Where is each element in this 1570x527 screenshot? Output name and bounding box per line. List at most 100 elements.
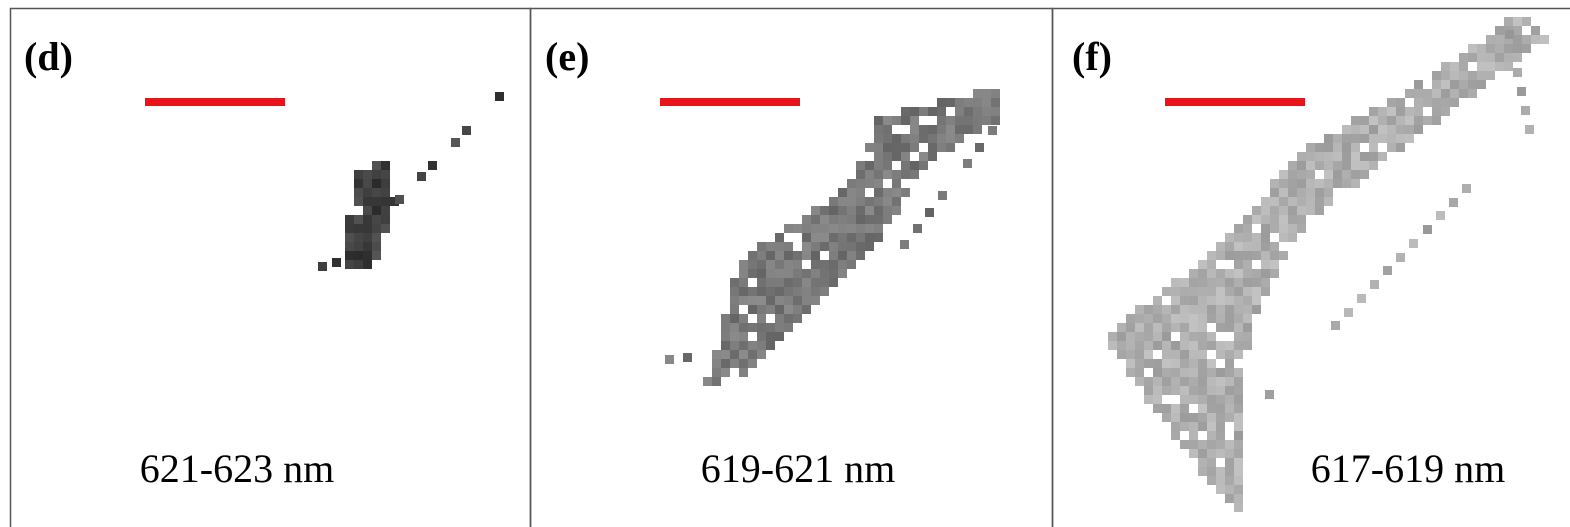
pixel xyxy=(856,197,865,206)
pixel xyxy=(381,161,390,170)
pixel xyxy=(1216,269,1225,278)
pixel xyxy=(1450,89,1459,98)
pixel xyxy=(1117,350,1126,359)
panel-caption: 621-623 nm xyxy=(140,446,334,491)
pixel xyxy=(1270,224,1279,233)
pixel xyxy=(1432,116,1441,125)
pixel xyxy=(1405,134,1414,143)
pixel xyxy=(739,368,748,377)
pixel xyxy=(1423,225,1432,234)
pixel xyxy=(1540,35,1549,44)
pixel xyxy=(1504,35,1513,44)
pixel xyxy=(874,125,883,134)
pixel xyxy=(829,242,838,251)
pixel xyxy=(354,260,363,269)
pixel xyxy=(1324,170,1333,179)
pixel xyxy=(1243,341,1252,350)
pixel xyxy=(874,215,883,224)
pixel xyxy=(964,125,973,134)
pixel xyxy=(838,269,847,278)
pixel xyxy=(847,206,856,215)
pixel xyxy=(1261,278,1270,287)
pixel xyxy=(1198,395,1207,404)
pixel xyxy=(1396,107,1405,116)
pixel xyxy=(856,224,865,233)
pixel xyxy=(820,215,829,224)
pixel xyxy=(793,224,802,233)
pixel xyxy=(1288,233,1297,242)
pixel xyxy=(982,107,991,116)
pixel xyxy=(739,278,748,287)
pixel xyxy=(1357,294,1366,303)
pixel xyxy=(874,233,883,242)
pixel xyxy=(1234,350,1243,359)
pixel xyxy=(901,188,910,197)
pixel xyxy=(973,125,982,134)
pixel xyxy=(1225,242,1234,251)
pixel xyxy=(1333,152,1342,161)
pixel xyxy=(1162,314,1171,323)
pixel xyxy=(847,179,856,188)
pixel xyxy=(1171,377,1180,386)
pixel xyxy=(847,233,856,242)
pixel xyxy=(847,197,856,206)
pixel xyxy=(1315,206,1324,215)
pixel xyxy=(757,260,766,269)
pixel xyxy=(856,233,865,242)
pixel xyxy=(838,224,847,233)
pixel xyxy=(748,251,757,260)
pixel xyxy=(1234,377,1243,386)
pixel xyxy=(802,233,811,242)
pixel xyxy=(1486,71,1495,80)
pixel xyxy=(901,134,910,143)
pixel xyxy=(1198,269,1207,278)
pixel xyxy=(1252,269,1261,278)
pixel xyxy=(802,296,811,305)
pixel xyxy=(1531,35,1540,44)
pixel xyxy=(345,233,354,242)
pixel xyxy=(910,170,919,179)
pixel xyxy=(1198,467,1207,476)
pixel xyxy=(1207,260,1216,269)
pixel xyxy=(829,197,838,206)
pixel xyxy=(1243,260,1252,269)
pixel xyxy=(793,305,802,314)
pixel xyxy=(1189,413,1198,422)
pixel xyxy=(1108,332,1117,341)
pixel xyxy=(1432,98,1441,107)
pixel xyxy=(829,260,838,269)
pixel xyxy=(1360,161,1369,170)
pixel xyxy=(964,116,973,125)
pixel xyxy=(1207,458,1216,467)
pixel xyxy=(838,188,847,197)
pixel xyxy=(1265,390,1274,399)
pixel xyxy=(1288,161,1297,170)
pixel xyxy=(1252,287,1261,296)
pixel xyxy=(1126,332,1135,341)
pixel xyxy=(1207,467,1216,476)
pixel xyxy=(1279,179,1288,188)
pixel xyxy=(748,287,757,296)
pixel xyxy=(1450,98,1459,107)
pixel xyxy=(1504,44,1513,53)
pixel xyxy=(1261,287,1270,296)
pixel xyxy=(1387,116,1396,125)
pixel xyxy=(991,98,1000,107)
pixel xyxy=(1144,341,1153,350)
pixel xyxy=(1162,332,1171,341)
pixel xyxy=(1135,350,1144,359)
pixel xyxy=(721,350,730,359)
pixel xyxy=(1216,476,1225,485)
pixel xyxy=(1198,458,1207,467)
pixel xyxy=(928,125,937,134)
pixel xyxy=(1234,296,1243,305)
pixel xyxy=(748,296,757,305)
pixel xyxy=(784,278,793,287)
pixel xyxy=(901,152,910,161)
pixel xyxy=(1409,239,1418,248)
pixel xyxy=(955,107,964,116)
pixel xyxy=(1180,368,1189,377)
pixel xyxy=(1189,440,1198,449)
pixel xyxy=(775,296,784,305)
pixel xyxy=(372,251,381,260)
